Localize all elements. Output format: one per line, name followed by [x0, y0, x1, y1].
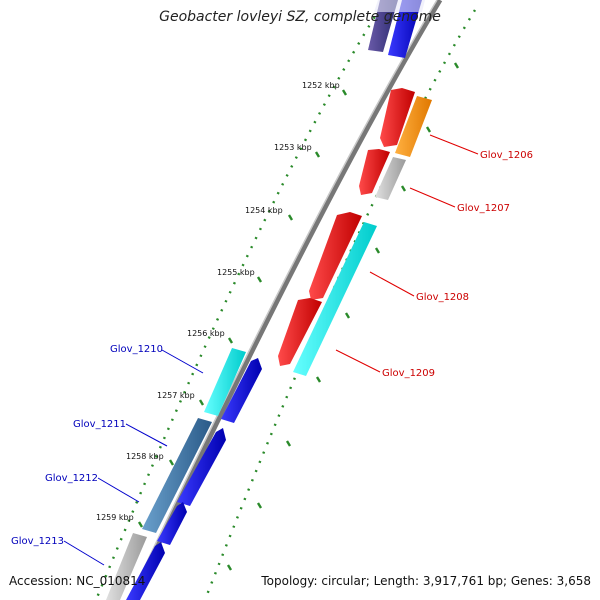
gene-label-glov-1211[interactable]: Glov_1211	[73, 419, 126, 430]
gene-label-glov-1210[interactable]: Glov_1210	[110, 344, 163, 355]
gene-glov-1211-steel[interactable]	[142, 418, 212, 533]
gene-glov-1206-orange[interactable]	[395, 96, 432, 157]
genome-summary: Topology: circular; Length: 3,917,761 bp…	[261, 574, 591, 588]
inner-ring-dashes	[226, 62, 460, 571]
genome-title: Geobacter lovleyi SZ, complete genome	[159, 9, 441, 25]
gene-top-blue[interactable]	[388, 0, 422, 58]
kbp-label-1255: 1255 kbp	[217, 268, 255, 277]
kbp-label-1259: 1259 kbp	[96, 513, 134, 522]
gene-glov-1213-blue[interactable]	[126, 542, 165, 600]
kbp-label-1257: 1257 kbp	[157, 391, 195, 400]
gene-top-purple[interactable]	[368, 0, 398, 52]
gene-label-glov-1208[interactable]: Glov_1208	[416, 292, 469, 303]
right-label-leaders	[335, 134, 479, 373]
accession-label: Accession: NC_010814	[9, 574, 146, 588]
gene-glov-1209-cyan[interactable]	[293, 222, 377, 376]
outer-tick-ring	[94, 0, 387, 600]
gene-glov-1208-red-a[interactable]	[309, 212, 362, 300]
gene-label-glov-1213[interactable]: Glov_1213	[11, 536, 64, 547]
gene-glov-1212-blue[interactable]	[157, 502, 187, 545]
gene-glov-1211-blue[interactable]	[177, 428, 226, 506]
gene-label-glov-1206[interactable]: Glov_1206	[480, 150, 533, 161]
left-label-leaders	[63, 349, 204, 566]
gene-top-pale	[374, 0, 425, 12]
gene-label-glov-1209[interactable]: Glov_1209	[382, 368, 435, 379]
inner-tick-ring	[203, 9, 477, 600]
gene-glov-1213-gray[interactable]	[106, 533, 147, 600]
gene-label-glov-1207[interactable]: Glov_1207	[457, 203, 510, 214]
gene-label-glov-1212[interactable]: Glov_1212	[45, 473, 98, 484]
gene-glov-1207-gray[interactable]	[375, 157, 406, 200]
kbp-label-1258: 1258 kbp	[126, 452, 164, 461]
gene-glov-1206b-red[interactable]	[359, 149, 390, 195]
kbp-label-1256: 1256 kbp	[187, 329, 225, 338]
kbp-label-1252: 1252 kbp	[302, 81, 340, 90]
kbp-major-ticks	[137, 89, 348, 528]
gene-glov-1205-red[interactable]	[380, 88, 415, 147]
genome-backbone-highlight	[128, 0, 438, 600]
gene-glov-1210-blue[interactable]	[221, 358, 262, 423]
gene-glov-1208-red-b[interactable]	[278, 298, 322, 366]
kbp-label-1254: 1254 kbp	[245, 206, 283, 215]
kbp-label-1253: 1253 kbp	[274, 143, 312, 152]
gene-glov-1210-cyan[interactable]	[204, 348, 246, 416]
